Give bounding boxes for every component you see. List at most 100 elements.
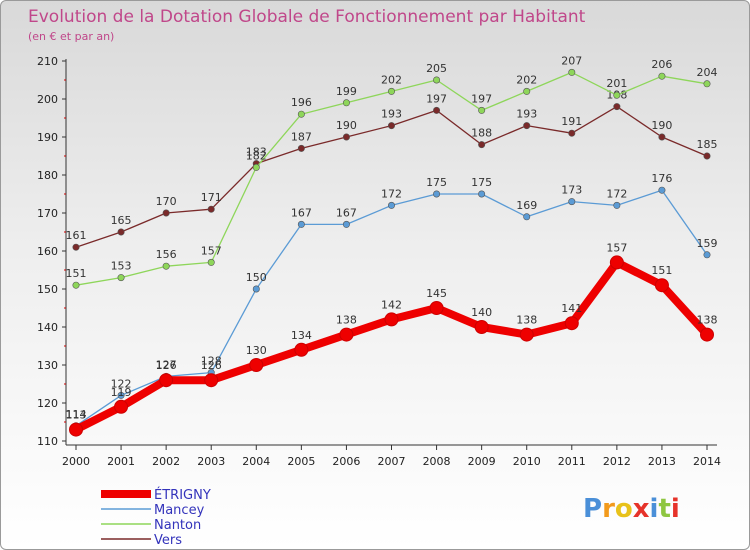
data-label-etrigny: 142: [381, 298, 402, 311]
data-label-nanton: 205: [426, 62, 447, 75]
data-label-mancey: 122: [111, 377, 132, 390]
series-layer: 1611651701711831871901931971881931911981…: [66, 54, 718, 437]
data-point-etrigny: [654, 278, 669, 293]
data-point-nanton: [342, 99, 350, 107]
data-point-mancey: [703, 251, 711, 259]
data-label-etrigny: 151: [651, 264, 672, 277]
x-tick-label: 2010: [513, 455, 541, 468]
data-label-mancey: 127: [156, 358, 177, 371]
data-label-vers: 183: [246, 146, 267, 159]
data-label-nanton: 182: [246, 149, 267, 162]
data-label-mancey: 150: [246, 271, 267, 284]
data-point-nanton: [568, 68, 576, 76]
data-point-vers: [523, 122, 531, 130]
series-mancey: 114 122 127 128 150 167 167 172 175 175 169 173 172 1…: [66, 172, 718, 430]
data-point-mancey: [478, 190, 486, 198]
data-point-etrigny: [294, 342, 309, 357]
x-tick-label: 2005: [287, 455, 315, 468]
data-point-etrigny: [564, 316, 579, 331]
data-label-vers: 185: [697, 138, 718, 151]
data-point-vers: [478, 141, 486, 149]
x-tick-label: 2007: [378, 455, 406, 468]
data-label-mancey: 175: [426, 176, 447, 189]
data-label-nanton: 201: [606, 77, 627, 90]
y-tick-label: 170: [37, 207, 58, 220]
series-line-etrigny: [72, 258, 711, 434]
data-point-vers: [342, 133, 350, 141]
x-tick-label: 2006: [332, 455, 360, 468]
y-tick-label: 140: [37, 321, 58, 334]
chart-subtitle: (en € et par an): [28, 30, 114, 43]
data-point-vers: [117, 228, 125, 236]
y-tick-label: 200: [37, 93, 58, 106]
data-label-etrigny: 126: [201, 359, 222, 372]
data-label-nanton: 202: [381, 73, 402, 86]
data-label-nanton: 151: [66, 267, 87, 280]
data-label-vers: 190: [336, 119, 357, 132]
data-label-etrigny: 134: [291, 329, 312, 342]
data-label-vers: 193: [516, 108, 537, 121]
data-point-vers: [207, 205, 215, 213]
data-label-etrigny: 138: [697, 314, 718, 327]
data-label-etrigny: 140: [471, 306, 492, 319]
data-point-etrigny: [69, 422, 83, 437]
data-label-mancey: 169: [516, 199, 537, 212]
data-point-nanton: [297, 110, 305, 118]
data-point-mancey: [523, 213, 531, 221]
legend-label-etrigny: ÉTRIGNY: [154, 487, 211, 503]
data-label-vers: 170: [156, 195, 177, 208]
x-tick-label: 2002: [152, 455, 180, 468]
data-point-etrigny: [114, 399, 129, 414]
data-label-vers: 193: [381, 108, 402, 121]
data-point-vers: [703, 152, 711, 160]
data-point-etrigny: [159, 373, 174, 388]
data-label-vers: 190: [651, 119, 672, 132]
data-point-nanton: [162, 262, 170, 270]
data-point-vers: [613, 103, 621, 111]
data-point-nanton: [207, 258, 215, 266]
data-point-nanton: [72, 281, 80, 289]
data-label-nanton: 153: [111, 260, 132, 273]
y-tick-label: 190: [37, 131, 58, 144]
data-point-nanton: [478, 106, 486, 114]
data-label-mancey: 167: [291, 206, 312, 219]
data-point-nanton: [613, 91, 621, 99]
data-label-mancey: 159: [697, 237, 718, 250]
data-point-nanton: [252, 163, 260, 171]
legend-label-nanton: Nanton: [154, 518, 201, 533]
data-point-etrigny: [609, 255, 624, 270]
data-point-etrigny: [204, 373, 219, 388]
data-point-nanton: [523, 87, 531, 95]
data-point-nanton: [703, 80, 711, 88]
data-label-nanton: 204: [697, 66, 718, 79]
x-tick-label: 2014: [693, 455, 721, 468]
data-point-vers: [162, 209, 170, 217]
y-tick-label: 210: [37, 55, 58, 68]
data-point-vers: [72, 243, 80, 251]
data-label-vers: 161: [66, 229, 87, 242]
data-label-nanton: 206: [651, 58, 672, 71]
data-point-etrigny: [700, 327, 714, 342]
data-point-mancey: [658, 186, 666, 194]
data-point-vers: [387, 122, 395, 130]
legend-label-mancey: Mancey: [154, 503, 205, 518]
data-label-mancey: 176: [651, 172, 672, 185]
series-nanton: 151 153 156 157 182 196 199 202 205 197 202 207 201 2…: [66, 54, 718, 289]
y-tick-label: 120: [37, 397, 58, 410]
y-tick-label: 130: [37, 359, 58, 372]
data-point-vers: [297, 144, 305, 152]
data-point-etrigny: [384, 312, 399, 327]
x-tick-label: 2009: [468, 455, 496, 468]
data-label-nanton: 199: [336, 85, 357, 98]
data-label-etrigny: 157: [606, 241, 627, 254]
x-tick-label: 2001: [107, 455, 135, 468]
y-tick-label: 180: [37, 169, 58, 182]
data-label-vers: 171: [201, 191, 222, 204]
data-point-vers: [658, 133, 666, 141]
data-label-nanton: 156: [156, 248, 177, 261]
data-label-nanton: 157: [201, 244, 222, 257]
data-label-mancey: 128: [201, 355, 222, 368]
x-tick-label: 2003: [197, 455, 225, 468]
